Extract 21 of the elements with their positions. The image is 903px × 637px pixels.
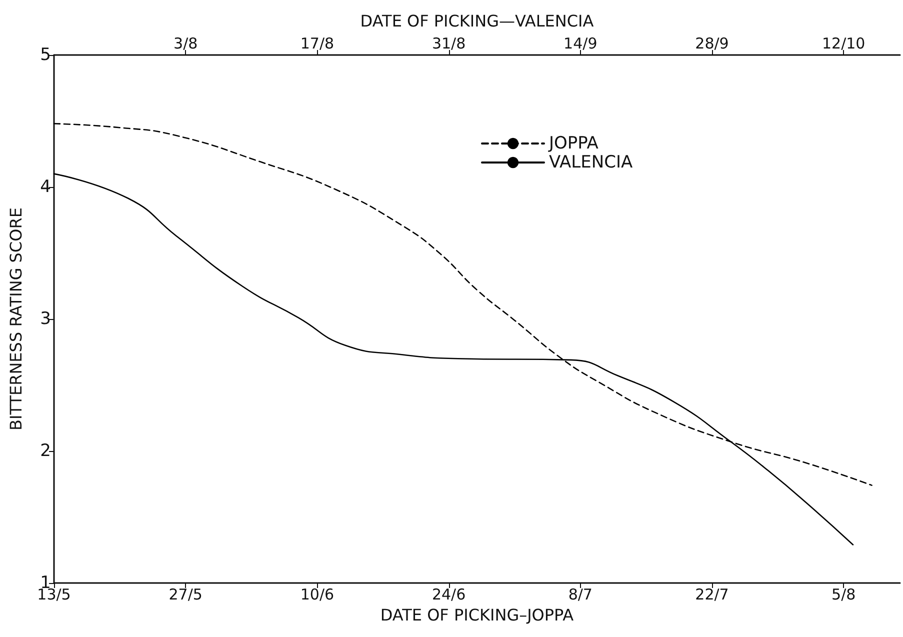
x2-tick-label: 28/9	[695, 34, 729, 52]
x-tick-label: 10/6	[300, 586, 334, 604]
x-tick-label: 27/5	[168, 586, 202, 604]
x2-axis-title: DATE OF PICKING—VALENCIA	[360, 12, 594, 30]
x-tick-label: 5/8	[832, 586, 856, 604]
x-axis-title: DATE OF PICKING–JOPPA	[380, 606, 574, 624]
y-axis-title: BITTERNESS RATING SCORE	[6, 208, 26, 430]
x2-tick-label: 12/10	[822, 34, 866, 52]
y-tick-label: 4	[40, 177, 51, 197]
y-tick-label: 3	[40, 309, 51, 329]
x2-tick-label: 17/8	[300, 34, 334, 52]
x-tick-label: 8/7	[568, 586, 592, 604]
legend-label: JOPPA	[548, 134, 599, 154]
x-tick-label: 22/7	[695, 586, 729, 604]
y-tick-label: 5	[40, 45, 51, 65]
x2-tick-label: 14/9	[564, 34, 598, 52]
x2-tick-label: 31/8	[432, 34, 466, 52]
y-tick-label: 2	[40, 441, 51, 461]
legend-label: VALENCIA	[549, 152, 633, 172]
x-tick-label: 24/6	[432, 586, 466, 604]
x2-tick-label: 3/8	[174, 34, 198, 52]
